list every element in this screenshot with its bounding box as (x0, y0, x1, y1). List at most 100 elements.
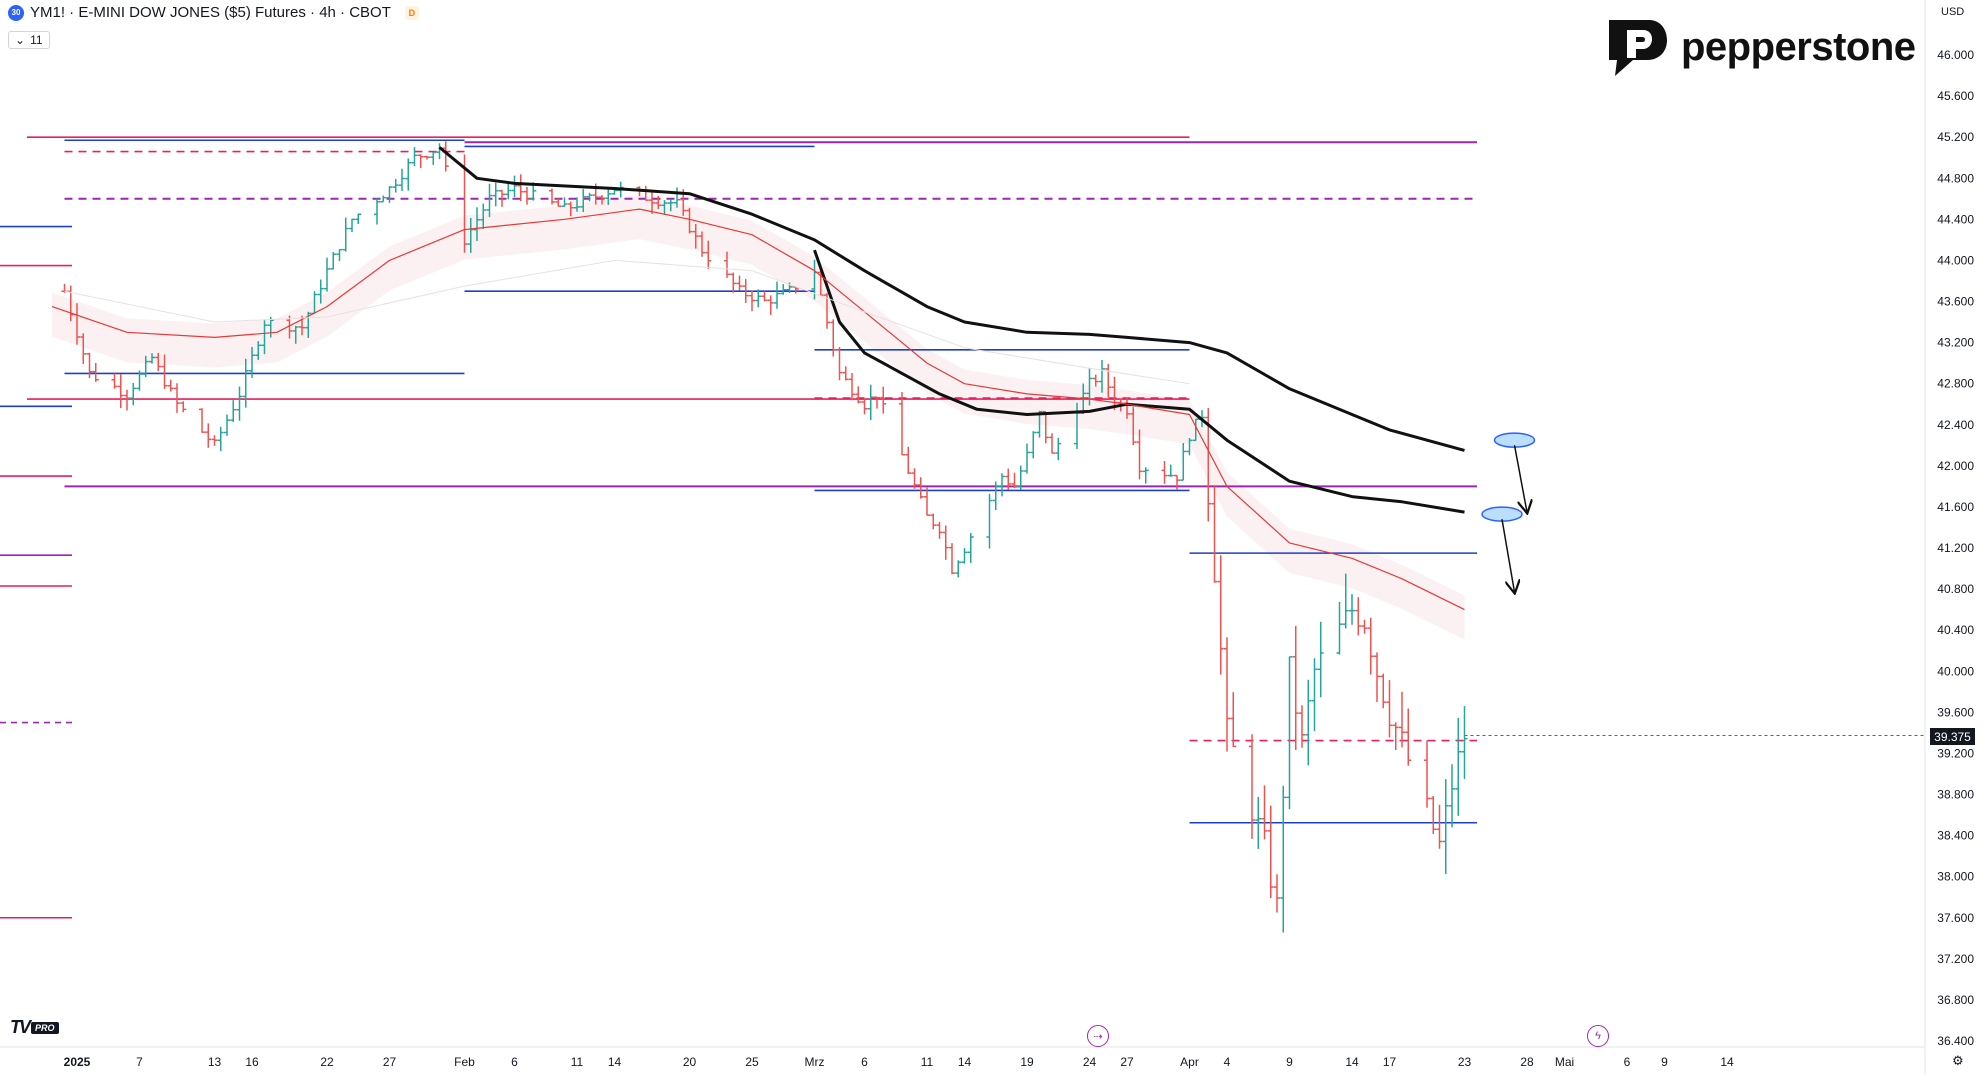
ohlc-bar (699, 231, 705, 257)
ohlc-bar (1374, 652, 1380, 703)
x-tick-label: 9 (1286, 1055, 1293, 1069)
y-tick-label: 44.400 (1937, 212, 1974, 226)
ohlc-bar (205, 423, 212, 448)
x-tick-label: 19 (1020, 1055, 1034, 1069)
moving-average-line (64, 259, 1190, 385)
ohlc-bar (1424, 740, 1430, 808)
x-tick-label: 17 (1383, 1055, 1397, 1069)
ohlc-bar (930, 513, 937, 530)
x-tick-label: 27 (1120, 1055, 1134, 1069)
ohlc-bar (1392, 722, 1399, 750)
ohlc-bar (124, 389, 130, 411)
ohlc-bar (217, 426, 224, 452)
ohlc-bar (1092, 374, 1099, 387)
x-tick-label: 4 (1224, 1055, 1231, 1069)
ohlc-bar (155, 352, 162, 372)
symbol-icon[interactable]: 30 (8, 4, 24, 21)
ohlc-bar (467, 217, 474, 253)
ohlc-bar (855, 386, 862, 404)
ohlc-bar (211, 435, 218, 446)
ohlc-bar (405, 158, 412, 191)
y-tick-label: 42.800 (1937, 377, 1974, 391)
ohlc-bar (1249, 734, 1255, 839)
ohlc-bar (92, 362, 99, 382)
ohlc-bar (1342, 573, 1349, 629)
x-tick-label: 14 (1345, 1055, 1359, 1069)
horizontal-levels (0, 136, 1925, 919)
jump-to-date-icon[interactable]: ⇢ (1087, 1025, 1109, 1047)
ohlc-bar (1355, 597, 1362, 636)
ohlc-bar (724, 251, 730, 278)
ohlc-bar (1167, 464, 1174, 477)
ohlc-bar (1224, 637, 1230, 752)
ohlc-bar (667, 199, 674, 212)
ohlc-bar (255, 341, 262, 360)
y-tick-label: 44.800 (1937, 171, 1974, 185)
ohlc-bar (830, 319, 837, 357)
ma-ribbon (52, 195, 1465, 640)
y-tick-label: 37.600 (1937, 911, 1974, 925)
annotations (1481, 432, 1536, 592)
ohlc-bar (80, 333, 87, 364)
ohlc-bar (130, 382, 137, 406)
ohlc-bar (224, 414, 230, 436)
y-tick-label: 43.600 (1937, 295, 1974, 309)
ohlc-bar (355, 213, 362, 225)
ohlc-bar (317, 279, 324, 304)
ohlc-bar (342, 217, 349, 252)
last-price-tag: 39.375 (1930, 728, 1975, 745)
x-tick-label: 14 (1720, 1055, 1734, 1069)
ohlc-bar (774, 281, 780, 309)
ohlc-bar (492, 182, 499, 207)
ohlc-bar (1130, 407, 1137, 446)
x-tick-label: Mrz (805, 1055, 825, 1069)
y-tick-label: 40.000 (1937, 664, 1974, 678)
ohlc-bar (167, 379, 174, 392)
ohlc-bar (1336, 601, 1343, 655)
x-tick-label: 14 (608, 1055, 622, 1069)
ohlc-bar (524, 186, 530, 205)
y-tick-label: 43.200 (1937, 336, 1974, 350)
ohlc-bar (330, 251, 337, 270)
ohlc-bar (574, 197, 580, 212)
ohlc-bar (67, 285, 74, 322)
ohlc-bar (480, 203, 487, 229)
ohlc-bar (1049, 433, 1055, 454)
indicator-count: 11 (30, 33, 43, 47)
indicators-toggle[interactable]: ⌄ 11 (8, 31, 50, 49)
currency-label[interactable]: USD (1941, 6, 1965, 18)
y-tick-label: 36.800 (1937, 993, 1974, 1007)
ohlc-bar (924, 487, 930, 516)
ohlc-bar (1030, 431, 1037, 459)
y-tick-label: 42.000 (1937, 459, 1974, 473)
gear-icon[interactable]: ⚙ (1952, 1053, 1964, 1068)
ohlc-bar (861, 398, 868, 415)
ohlc-bar (961, 548, 968, 564)
ohlc-bar (1042, 410, 1049, 444)
ohlc-bar (967, 532, 974, 563)
ohlc-bar (180, 401, 187, 413)
ohlc-bar (942, 525, 949, 560)
ohlc-bar (742, 278, 749, 303)
chart-title[interactable]: YM1! · E-MINI DOW JONES ($5) Futures · 4… (30, 4, 391, 21)
ohlc-bar (949, 543, 955, 575)
ohlc-bar (561, 197, 568, 207)
ohlc-bar (511, 175, 518, 197)
ohlc-bar (905, 446, 912, 474)
y-tick-label: 42.400 (1937, 418, 1974, 432)
lightning-icon[interactable]: ϟ (1587, 1025, 1609, 1047)
ohlc-bar (599, 195, 605, 205)
ohlc-bar (549, 188, 555, 205)
ohlc-bar (1186, 438, 1193, 456)
arrow-annotation (1513, 445, 1528, 512)
tradingview-logo[interactable]: TV PRO (10, 1017, 59, 1038)
delayed-badge[interactable]: D (404, 5, 419, 20)
ohlc-bar (1449, 764, 1455, 828)
ohlc-bar (1305, 679, 1312, 766)
y-tick-label: 36.400 (1937, 1034, 1974, 1048)
x-tick-label: 6 (861, 1055, 868, 1069)
ohlc-bar (1442, 779, 1449, 875)
ohlc-bar (1011, 472, 1018, 489)
ohlc-bar (1261, 785, 1268, 840)
